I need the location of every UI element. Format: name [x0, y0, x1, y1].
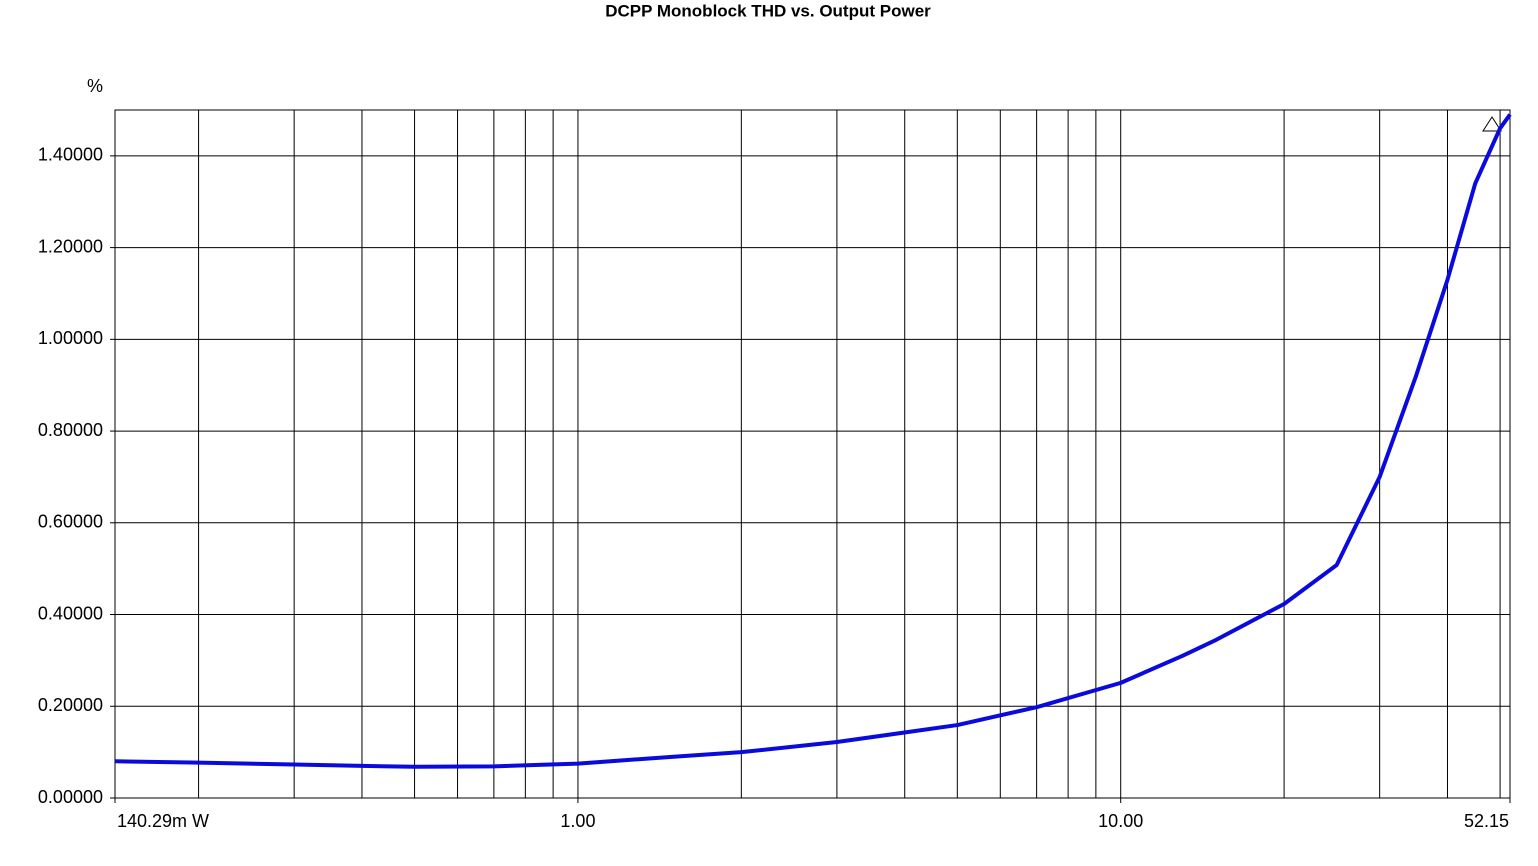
- y-tick-label: 1.40000: [38, 145, 103, 165]
- data-line: [114, 113, 1512, 769]
- y-tick-label: 1.00000: [38, 328, 103, 348]
- y-tick-label: 0.80000: [38, 420, 103, 440]
- y-tick-label: 0.20000: [38, 695, 103, 715]
- chart-title: DCPP Monoblock THD vs. Output Power: [605, 1, 931, 20]
- x-tick-label: 1.00: [560, 811, 595, 831]
- y-tick-label: 0.40000: [38, 603, 103, 623]
- plot-frame: [114, 109, 1511, 799]
- y-tick-label: 0.00000: [38, 787, 103, 807]
- x-tick-label: 140.29m W: [117, 811, 209, 831]
- x-tick-label: 10.00: [1098, 811, 1143, 831]
- x-tick-label: 52.15: [1464, 811, 1509, 831]
- cursor-marker: [1482, 116, 1502, 132]
- y-tick-label: 1.20000: [38, 236, 103, 256]
- y-tick-label: 0.60000: [38, 512, 103, 532]
- y-axis-label: %: [87, 76, 103, 96]
